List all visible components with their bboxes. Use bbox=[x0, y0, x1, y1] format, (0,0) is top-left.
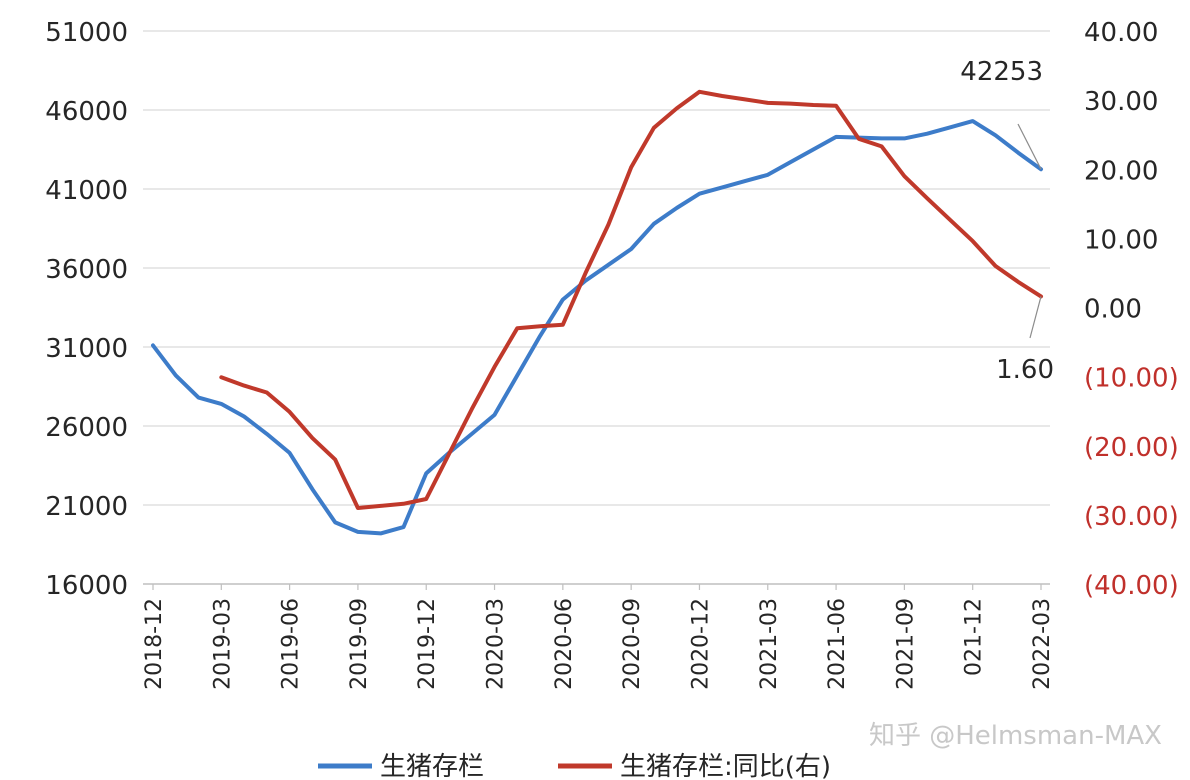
left-tick-label: 36000 bbox=[45, 255, 128, 285]
right-tick-label: (20.00) bbox=[1084, 433, 1179, 463]
left-tick-label: 31000 bbox=[45, 334, 128, 364]
left-axis: 51000 46000 41000 36000 31000 26000 21000 16000 bbox=[45, 18, 128, 601]
left-tick-label: 51000 bbox=[45, 18, 128, 48]
series-layer bbox=[151, 89, 1043, 536]
x-tick-label: 2019-06 bbox=[279, 598, 304, 690]
x-tick-label: 2019-09 bbox=[347, 598, 372, 690]
annotation-leader bbox=[1017, 123, 1042, 170]
x-tick-label: 2020-03 bbox=[484, 598, 509, 690]
annotations: 42253 1.60 bbox=[960, 57, 1054, 385]
x-tick-label: 2018-12 bbox=[142, 598, 167, 690]
x-tick-label: 2021-06 bbox=[825, 598, 850, 690]
x-tick-label: 2019-12 bbox=[415, 598, 440, 690]
right-tick-label: (40.00) bbox=[1084, 571, 1179, 601]
x-tick-label: 2019-03 bbox=[210, 598, 235, 690]
legend-label-pig-inventory-yoy: 生猪存栏:同比(右) bbox=[620, 752, 831, 780]
left-tick-label: 46000 bbox=[45, 97, 128, 127]
left-tick-label: 41000 bbox=[45, 176, 128, 206]
x-tick-label: 021-12 bbox=[962, 598, 987, 676]
right-tick-label: 20.00 bbox=[1084, 156, 1158, 186]
x-tick-label: 2020-09 bbox=[620, 598, 645, 690]
left-tick-label: 26000 bbox=[45, 413, 128, 443]
left-tick-label: 16000 bbox=[45, 571, 128, 601]
legend-label-pig-inventory: 生猪存栏 bbox=[380, 752, 484, 780]
right-tick-label: 0.00 bbox=[1084, 295, 1142, 325]
right-tick-label: (10.00) bbox=[1084, 364, 1179, 394]
legend: 生猪存栏 生猪存栏:同比(右) bbox=[318, 752, 831, 780]
x-tick-label: 2020-06 bbox=[552, 598, 577, 690]
left-tick-label: 21000 bbox=[45, 492, 128, 522]
x-tick-label: 2020-12 bbox=[688, 598, 713, 690]
x-axis: 2018-12 2019-03 2019-06 2019-09 2019-12 2020-… bbox=[142, 584, 1055, 690]
right-tick-label: 10.00 bbox=[1084, 225, 1158, 255]
right-tick-label: 40.00 bbox=[1084, 18, 1158, 48]
watermark: 知乎 @Helmsman-MAX bbox=[869, 721, 1162, 751]
annotation-label: 42253 bbox=[960, 57, 1043, 87]
right-tick-label: 30.00 bbox=[1084, 87, 1158, 117]
annotation-label: 1.60 bbox=[996, 355, 1054, 385]
series-line-pig-inventory-yoy bbox=[219, 89, 1043, 510]
x-tick-label: 2021-03 bbox=[757, 598, 782, 690]
right-axis: 40.00 30.00 20.00 10.00 0.00 (10.00) (20.00) (3… bbox=[1084, 18, 1179, 601]
x-tick-label: 2022-03 bbox=[1030, 598, 1055, 690]
grid-lines bbox=[143, 30, 1050, 506]
right-tick-label: (30.00) bbox=[1084, 502, 1179, 532]
x-tick-label: 2021-09 bbox=[893, 598, 918, 690]
annotation-leader bbox=[1029, 296, 1042, 339]
series-line-pig-inventory bbox=[151, 119, 1043, 536]
